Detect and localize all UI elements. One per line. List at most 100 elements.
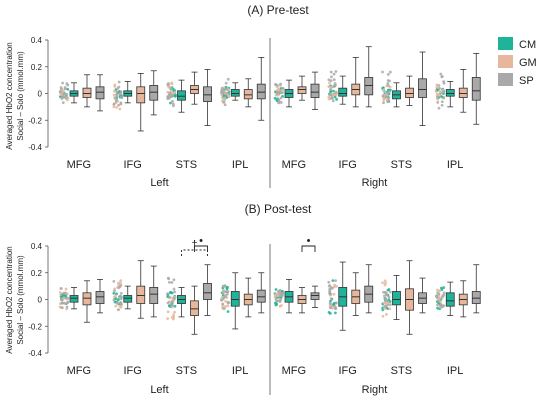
jitter-point [119,101,123,105]
jitter-point [333,82,337,85]
jitter-point [166,301,170,305]
jitter-point [439,300,442,304]
box-gm [82,87,92,98]
jitter-point [275,302,278,306]
jitter-point [438,93,441,97]
jitter-point [439,286,443,290]
group-label: Left [150,177,168,189]
jitter-point [328,290,332,294]
jitter-point [171,304,175,308]
box-sp [256,83,266,100]
jitter-point [58,291,62,294]
box-cm [392,291,401,306]
jitter-point [386,303,390,307]
jitter-point [436,299,440,303]
jitter-point [222,285,226,288]
jitter-point [112,298,116,302]
jitter-point [224,299,227,303]
jitter-point [169,101,172,105]
jitter-point [384,296,388,300]
jitter-point [387,295,391,299]
jitter-point [440,75,444,79]
jitter-point [113,89,116,93]
jitter-point [437,106,441,110]
x-tick-label: IFG [338,365,356,377]
group-label: Left [150,384,168,396]
box-cm [230,291,240,307]
jitter-point [440,103,444,107]
jitter-point [333,305,337,308]
jitter-point [223,295,227,299]
jitter-point [225,292,229,296]
legend-label-sp: SP [519,75,534,87]
panel-a-plot: 0.4 0.2 0 -0.2 -0.4 MFG IFG STS IPL MFG IFG STS IPL L… [28,36,481,189]
jitter-point [386,79,390,82]
jitter-point [333,311,337,315]
significance-marker: † [191,239,197,251]
box-gm [136,285,146,304]
box-sp [418,78,427,98]
x-tick-label: MFG [282,365,306,377]
jitter-point [66,296,70,300]
box-gm [243,89,253,100]
box-cm [338,87,348,97]
jitter-point [112,93,116,97]
box-sp [203,86,212,102]
significance-bracket [194,245,208,252]
box-cm [123,295,133,303]
jitter-point [329,292,333,296]
jitter-point [279,101,283,104]
jitter-point [221,97,225,100]
box-cm [445,89,455,97]
jitter-point [222,289,225,292]
jitter-point [327,311,331,314]
jitter-point [66,87,70,91]
jitter-point [386,73,390,76]
panel-b-title: (B) Post-test [245,202,312,216]
jitter-point [64,287,68,291]
jitter-point [166,83,170,87]
jitter-point [330,75,333,79]
jitter-point [383,279,387,283]
jitter-point [442,80,446,83]
jitter-point [166,310,170,314]
jitter-point [166,276,170,280]
jitter-point [329,88,333,92]
jitter-point [112,279,116,283]
jitter-point [332,292,336,296]
significance-marker: • [307,235,311,247]
jitter-point [117,281,121,285]
jitter-point [279,96,283,100]
jitter-point [168,280,171,284]
jitter-point [115,97,119,101]
legend: CM GM SP [498,37,537,87]
jitter-point [172,287,176,291]
jitter-point [334,307,337,310]
jitter-point [437,292,441,296]
legend-swatch-gm [498,55,513,68]
jitter-point [222,100,226,104]
jitter-point [174,94,177,98]
jitter-point [116,308,120,312]
jitter-point [384,95,388,99]
jitter-point [277,87,280,91]
jitter-point [63,86,67,89]
jitter-point [383,283,387,287]
jitter-point [328,288,332,291]
jitter-point [118,92,122,96]
box-sp [471,291,481,304]
jitter-point [115,106,118,109]
jitter-point [115,90,119,94]
jitter-point [381,314,385,318]
jitter-point [225,87,228,91]
jitter-point [224,81,228,85]
jitter-point [332,302,336,306]
jitter-point [435,92,439,96]
jitter-point [167,96,171,100]
jitter-point [64,296,68,300]
jitter-point [225,91,229,95]
jitter-point [227,301,231,305]
jitter-point [170,86,173,90]
x-tick-label: IPL [232,159,249,171]
jitter-point [112,105,116,109]
